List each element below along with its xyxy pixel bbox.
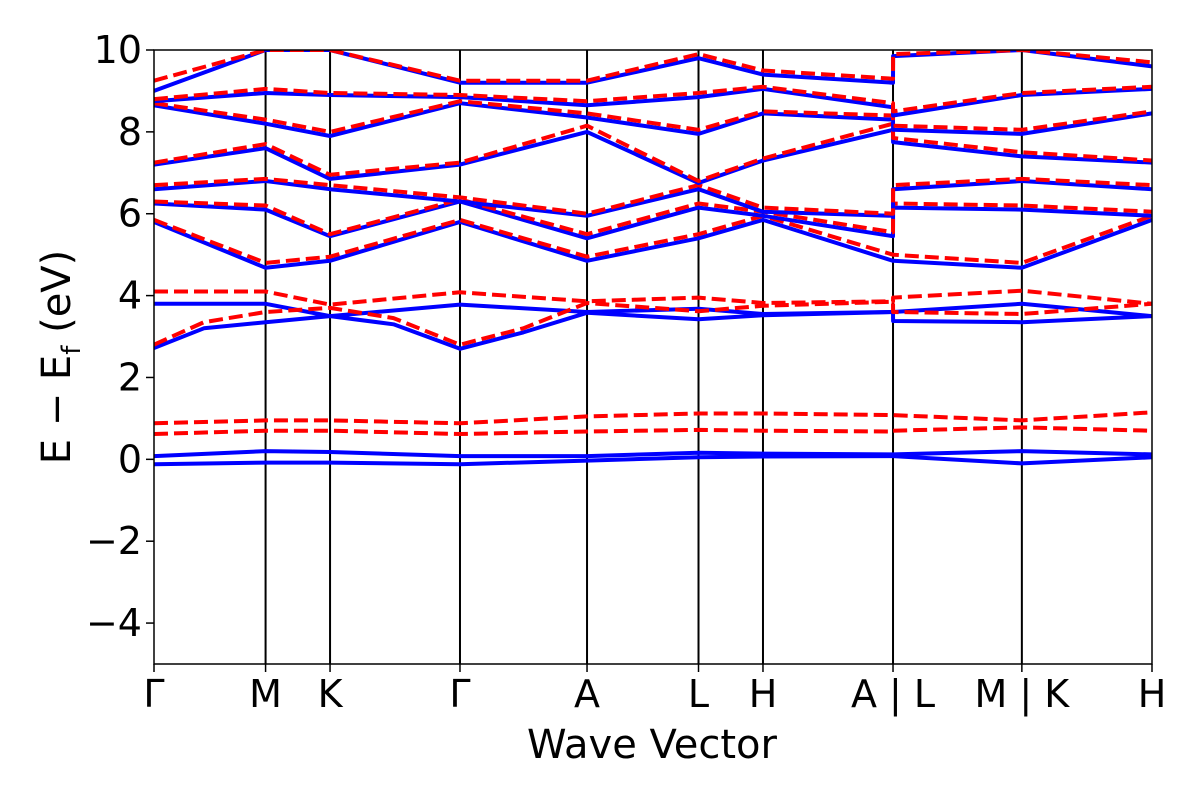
x-tick-label: M | K [975, 672, 1071, 717]
spin-down-band-15 [154, 121, 1152, 183]
y-tick-label: 6 [118, 192, 142, 236]
spin-down-band-2 [154, 425, 1152, 436]
plot-area [153, 49, 1153, 665]
spin-down-band-7 [154, 288, 1152, 307]
y-axis-title-sub: f [57, 345, 87, 355]
x-tick-label: Γ [143, 672, 164, 716]
x-tick-label: Γ [449, 672, 470, 716]
spin-down-band-19 [154, 84, 1152, 114]
spin-up-band-12 [154, 179, 1152, 218]
x-tick-label: H [1138, 672, 1167, 716]
spin-down-band-17 [154, 99, 1152, 134]
spin-up-band-16 [154, 101, 1152, 138]
spin-down-band-21 [154, 50, 1152, 83]
spin-down-band-11 [154, 197, 1152, 237]
spin-down-band-9 [154, 213, 1152, 265]
spin-up-band-18 [154, 86, 1152, 118]
spin-up-band-20 [154, 50, 1152, 93]
spin-up-band-0 [154, 454, 1152, 467]
spin-up-band-1 [154, 449, 1152, 459]
y-axis-title-unit: (eV) [34, 250, 80, 346]
plot-frame [153, 49, 1153, 665]
y-tick-label: 8 [118, 110, 142, 154]
x-tick-label: M [249, 672, 282, 716]
spin-down-band-6 [154, 299, 1152, 347]
y-tick-label: 10 [94, 28, 142, 72]
x-tick-label: K [318, 672, 344, 716]
y-axis: −4 −2 0 2 4 6 8 10 [86, 28, 154, 645]
y-tick-label: −2 [86, 519, 142, 563]
spin-up-band-14 [154, 127, 1152, 185]
spin-down-band-13 [154, 176, 1152, 216]
x-tick-label: A [574, 672, 600, 716]
spin-up-band-8 [154, 217, 1152, 270]
x-tick-label: L [688, 672, 709, 716]
bands [154, 50, 1152, 467]
spin-down-band-3 [154, 410, 1152, 426]
x-axis-title: Wave Vector [527, 722, 778, 768]
spin-up-band-10 [154, 199, 1152, 241]
y-tick-label: 0 [118, 437, 142, 481]
y-axis-title-main: E − E [34, 355, 80, 465]
y-tick-label: 4 [118, 274, 142, 318]
x-tick-label: H [749, 672, 778, 716]
x-tick-label: A | L [851, 672, 935, 717]
spin-up-band-5 [154, 301, 1152, 319]
y-tick-label: 2 [118, 355, 142, 399]
y-axis-title: E − Ef (eV) [34, 250, 87, 465]
spin-up-band-4 [154, 310, 1152, 351]
y-tick-label: −4 [86, 601, 142, 645]
